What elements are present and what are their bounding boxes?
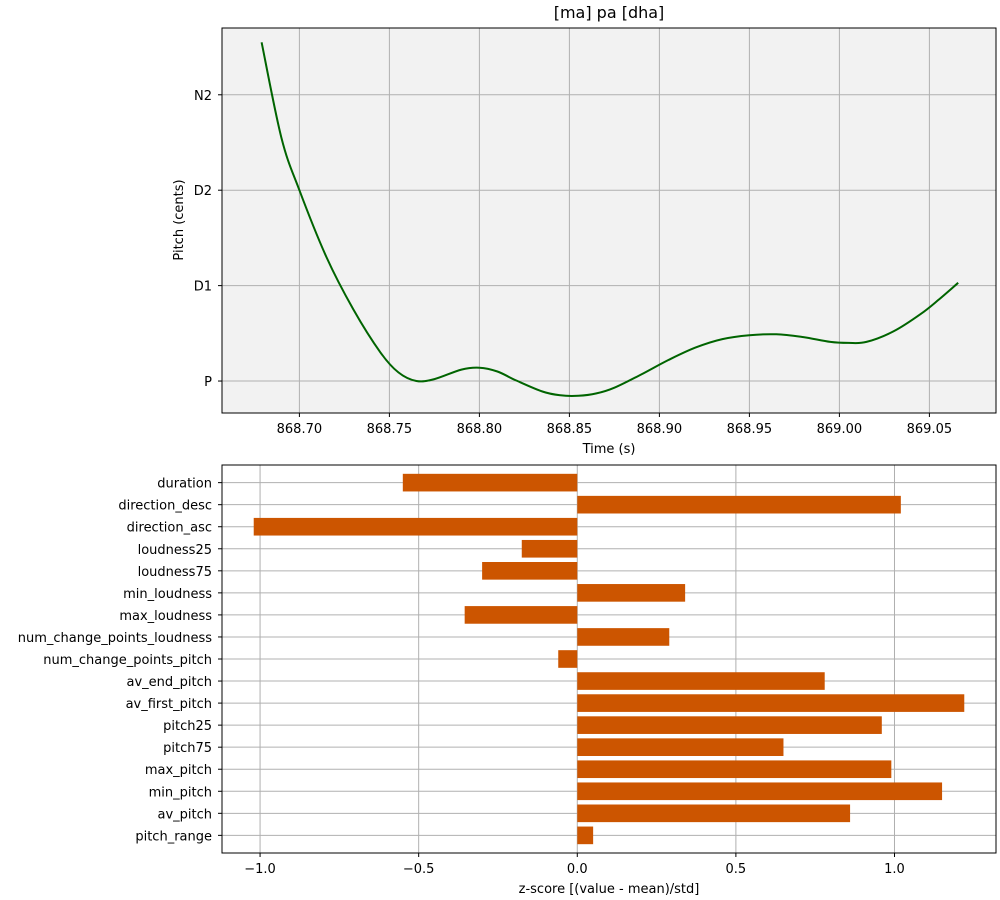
bottom-bars [253, 473, 965, 845]
pitch-line-chart: 868.70 868.75 868.80 868.85 868.90 868.95 869.… [172, 3, 997, 457]
top-x-tick-label: 868.80 [457, 422, 503, 437]
bottom-x-tick-label: −1.0 [244, 862, 276, 877]
pitch-series-line [260, 42, 959, 397]
top-x-tick-label: 868.75 [367, 422, 413, 437]
bottom-category-label: max_pitch [145, 763, 212, 778]
top-ticks: 868.70 868.75 868.80 868.85 868.90 868.95 869.… [194, 89, 952, 437]
bottom-ticks: −1.0 −0.5 0.0 0.5 1.0 pitch_range av_pitch min_… [18, 477, 905, 877]
top-x-tick-label: 868.70 [277, 422, 323, 437]
bar-av-end-pitch [577, 672, 825, 690]
bar-num-change-points-loudness [577, 628, 670, 646]
bottom-category-label: duration [157, 477, 212, 492]
bottom-category-label: loudness25 [138, 543, 212, 558]
bottom-category-label: pitch25 [163, 719, 212, 734]
bottom-category-label: num_change_points_pitch [43, 653, 212, 668]
bottom-x-axis-label: z-score [(value - mean)/std] [519, 882, 700, 897]
bar-pitch25 [577, 716, 882, 734]
bar-max-loudness [464, 606, 578, 624]
top-y-tick-label: N2 [194, 89, 212, 104]
top-x-tick-label: 868.85 [547, 422, 593, 437]
bar-direction-asc [253, 517, 578, 536]
top-x-tick-label: 869.00 [817, 422, 863, 437]
bar-loudness25 [521, 539, 578, 558]
bar-av-pitch [577, 804, 851, 823]
bottom-category-label: min_loudness [123, 587, 212, 602]
top-y-tick-label: P [204, 375, 212, 390]
bar-min-loudness [577, 584, 686, 602]
top-y-tick-label: D1 [194, 280, 212, 295]
bottom-x-tick-label: 1.0 [884, 862, 905, 877]
bar-num-change-points-pitch [558, 650, 578, 668]
bottom-category-label: av_end_pitch [127, 675, 213, 690]
bottom-category-label: min_pitch [149, 785, 212, 800]
top-y-tick-label: D2 [194, 184, 212, 199]
bar-loudness75 [482, 562, 578, 580]
bottom-category-label: pitch_range [135, 829, 212, 844]
bar-av-first-pitch [577, 694, 965, 712]
bottom-x-tick-label: 0.5 [726, 862, 747, 877]
top-x-tick-label: 869.05 [907, 422, 953, 437]
top-axes-frame [221, 27, 997, 414]
bottom-x-tick-label: 0.0 [567, 862, 588, 877]
bar-pitch-range [577, 826, 594, 845]
bottom-category-label: loudness75 [138, 565, 212, 580]
top-x-axis-label: Time (s) [582, 442, 636, 457]
bar-pitch75 [577, 738, 784, 756]
bottom-category-label: max_loudness [119, 609, 212, 624]
top-grid [222, 28, 996, 413]
top-chart-title: [ma] pa [dha] [554, 3, 665, 22]
bottom-category-label: num_change_points_loudness [18, 631, 212, 646]
bottom-category-label: direction_asc [127, 521, 212, 536]
top-x-tick-label: 868.95 [727, 422, 773, 437]
bottom-category-label: pitch75 [163, 741, 212, 756]
top-series [260, 42, 959, 397]
top-axes-background [222, 28, 996, 413]
bottom-category-label: direction_desc [118, 499, 212, 514]
bottom-x-tick-label: −0.5 [403, 862, 435, 877]
bar-duration [402, 473, 578, 492]
bar-max-pitch [577, 760, 892, 779]
bar-direction-desc [577, 495, 901, 514]
zscore-bar-chart: −1.0 −0.5 0.0 0.5 1.0 pitch_range av_pitch min_… [18, 464, 997, 897]
bottom-category-label: av_first_pitch [126, 697, 212, 712]
top-y-axis-label: Pitch (cents) [172, 179, 187, 260]
bottom-category-label: av_pitch [157, 807, 212, 822]
top-x-tick-label: 868.90 [637, 422, 683, 437]
bar-min-pitch [577, 782, 943, 801]
